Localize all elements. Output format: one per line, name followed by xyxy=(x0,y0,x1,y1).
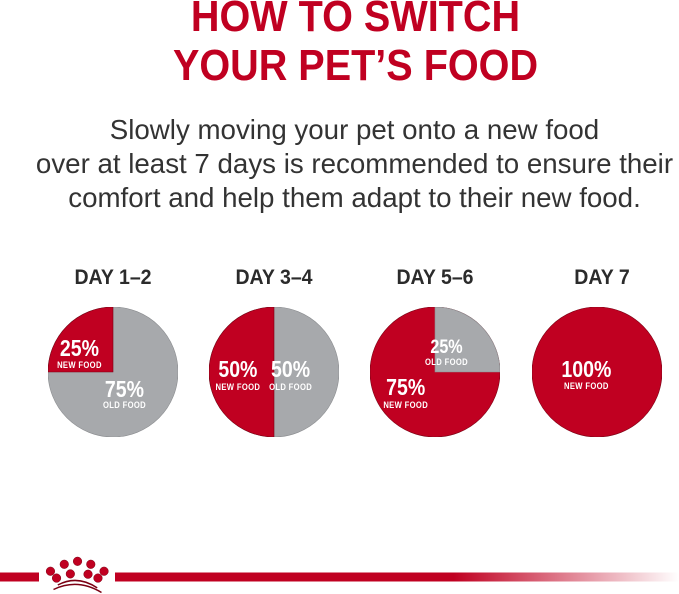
svg-text:50%: 50% xyxy=(218,357,257,383)
svg-text:OLD FOOD: OLD FOOD xyxy=(425,356,468,367)
svg-text:OLD FOOD: OLD FOOD xyxy=(103,399,146,410)
svg-text:100%: 100% xyxy=(561,357,611,383)
svg-text:NEW FOOD: NEW FOOD xyxy=(383,399,428,410)
svg-text:25%: 25% xyxy=(430,336,463,358)
svg-text:OLD FOOD: OLD FOOD xyxy=(269,381,312,392)
svg-text:25%: 25% xyxy=(60,336,99,362)
svg-text:75%: 75% xyxy=(386,375,425,401)
svg-text:NEW FOOD: NEW FOOD xyxy=(564,380,609,391)
svg-text:NEW FOOD: NEW FOOD xyxy=(57,359,102,370)
svg-text:NEW FOOD: NEW FOOD xyxy=(216,381,261,392)
svg-text:50%: 50% xyxy=(271,357,310,383)
